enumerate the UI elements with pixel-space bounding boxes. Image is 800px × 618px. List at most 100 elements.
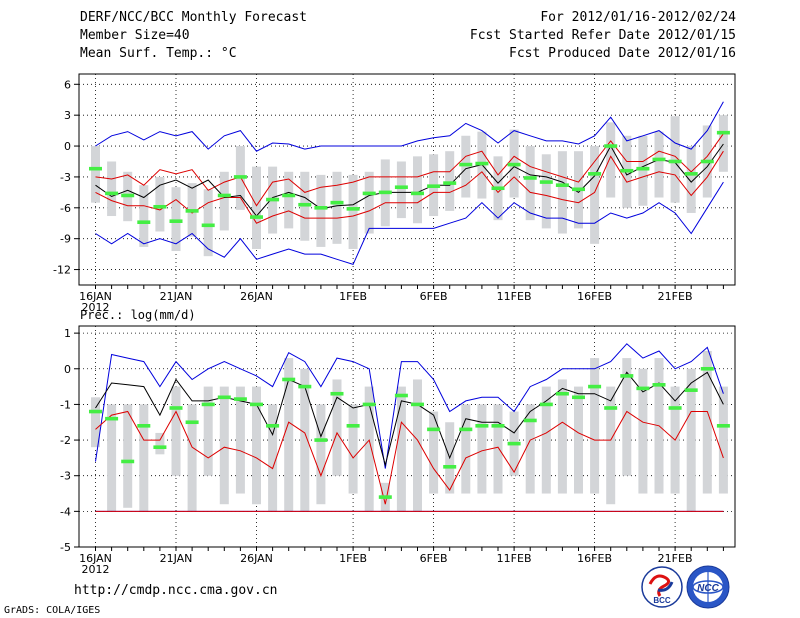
ensemble-box [300, 368, 310, 512]
median-marker [588, 384, 602, 389]
median-marker [539, 180, 553, 184]
median-marker [185, 209, 199, 213]
median-marker [411, 402, 424, 407]
median-marker [217, 395, 231, 400]
y-tick-label: -1 [60, 398, 71, 411]
y-tick-label: -2 [60, 434, 71, 447]
y-tick-label: -3 [60, 171, 71, 184]
ensemble-box [461, 135, 471, 198]
ensemble-box [316, 404, 326, 505]
median-marker [459, 427, 473, 432]
ensemble-box [686, 146, 696, 213]
y-tick-label: -5 [60, 541, 71, 554]
ensemble-box [429, 411, 439, 494]
x-tick-label: 16JAN [79, 552, 112, 565]
y-tick-label: -3 [60, 470, 71, 483]
ensemble-box [348, 404, 358, 494]
median-marker [105, 191, 119, 196]
x-tick-label: 16FEB [577, 552, 612, 565]
median-marker [636, 386, 650, 391]
x-tick-label: 11FEB [497, 290, 532, 303]
variable-label: Mean Surf. Temp.: °C [80, 46, 237, 61]
median-marker [233, 175, 247, 179]
ensemble-box [364, 171, 374, 234]
ensemble-box [493, 404, 503, 494]
x-tick-label: 6FEB [420, 290, 448, 303]
median-marker [378, 190, 392, 195]
ensemble-box [284, 358, 294, 512]
ensemble-box [557, 379, 567, 494]
year-label: 2012 [82, 563, 110, 576]
x-tick-label: 16JAN [79, 290, 112, 303]
median-marker [652, 383, 666, 387]
ensemble-box [670, 116, 680, 203]
median-marker [716, 424, 730, 428]
median-marker [459, 162, 473, 167]
median-marker [169, 219, 183, 223]
median-marker [427, 427, 441, 432]
ensemble-box [541, 386, 551, 494]
median-marker [443, 181, 457, 185]
ensemble-box [332, 379, 342, 476]
ensemble-box [396, 161, 406, 219]
ensemble-box [606, 386, 616, 505]
x-tick-label: 21JAN [160, 290, 193, 303]
x-tick-label: 26JAN [240, 552, 273, 565]
footer-url[interactable]: http://cmdp.ncc.cma.gov.cn [74, 583, 278, 598]
outer-lower-line [95, 181, 724, 266]
forecast-produced: Fcst Produced Date 2012/01/16 [509, 46, 736, 61]
grads-credit: GrADS: COLA/IGES [4, 605, 101, 616]
ensemble-box [654, 131, 664, 198]
ensemble-box [284, 171, 294, 229]
median-marker [266, 197, 280, 202]
median-marker [604, 144, 618, 148]
forecast-period: For 2012/01/16-2012/02/24 [540, 10, 736, 25]
median-marker [604, 406, 618, 410]
median-marker [201, 223, 215, 228]
inner-upper-line [95, 410, 724, 505]
y-tick-label: -9 [60, 233, 71, 246]
ensemble-box [557, 151, 567, 234]
ensemble-box [123, 404, 133, 508]
ensemble-box [718, 386, 728, 494]
median-marker [330, 200, 344, 205]
median-marker [314, 438, 328, 442]
ensemble-box [622, 358, 632, 476]
median-marker [137, 220, 151, 225]
y-tick-label: 0 [64, 363, 71, 376]
ensemble-box [525, 404, 535, 494]
median-marker [411, 191, 424, 196]
outer-upper-line [95, 343, 724, 469]
x-tick-label: 1FEB [339, 290, 367, 303]
median-marker [700, 366, 714, 371]
plot-frame [78, 325, 736, 548]
median-marker [572, 187, 585, 192]
ensemble-box [107, 161, 117, 217]
y-tick-label: -12 [53, 264, 71, 277]
ensemble-box [139, 185, 149, 247]
y-tick-label: 3 [64, 109, 71, 122]
median-marker [394, 393, 408, 398]
median-marker [298, 202, 312, 207]
median-marker [652, 157, 666, 162]
median-marker [298, 384, 312, 389]
median-marker [427, 184, 441, 188]
ensemble-mean-line [95, 143, 724, 217]
median-marker [443, 464, 457, 469]
median-marker [491, 186, 505, 191]
x-tick-label: 6FEB [420, 552, 448, 565]
median-marker [684, 172, 698, 176]
x-tick-label: 16FEB [577, 290, 612, 303]
x-tick-label: 21JAN [160, 552, 193, 565]
member-size: Member Size=40 [80, 28, 190, 43]
x-tick-label: 21FEB [658, 552, 693, 565]
median-marker [588, 172, 602, 176]
median-marker [185, 420, 199, 425]
median-marker [169, 406, 183, 410]
x-tick-label: 11FEB [497, 552, 532, 565]
median-marker [507, 162, 521, 167]
ensemble-box [155, 432, 165, 455]
